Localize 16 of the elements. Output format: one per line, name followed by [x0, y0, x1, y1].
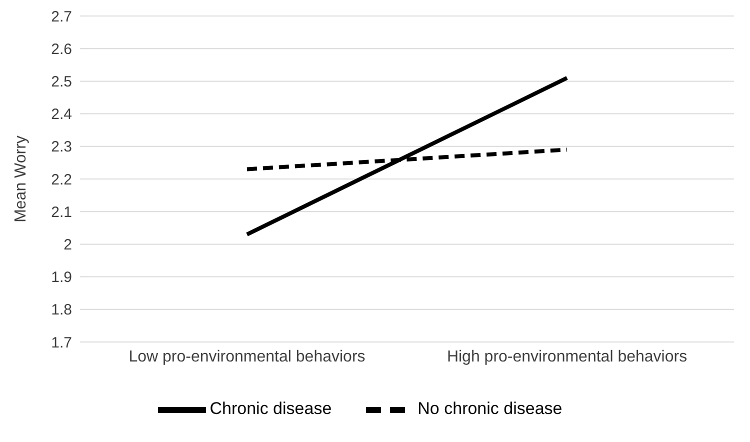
y-tick-label: 2.3	[51, 138, 72, 156]
y-tick-label: 2.2	[51, 171, 72, 188]
y-tick-label: 2.1	[51, 204, 72, 221]
y-tick-label: 2.4	[51, 106, 72, 124]
legend-label: No chronic disease	[418, 399, 562, 418]
x-tick-label: High pro-environmental behaviors	[446, 348, 688, 366]
y-axis-title: Mean Worry	[12, 136, 30, 222]
y-tick-label: 2	[64, 236, 72, 254]
y-tick-label: 2.5	[51, 74, 72, 91]
y-tick-label: 2.7	[51, 8, 72, 26]
y-tick-label: 2.6	[51, 40, 72, 58]
legend-label: Chronic disease	[210, 399, 332, 418]
x-tick-label: Low pro-environmental behaviors	[128, 348, 366, 366]
y-tick-label: 1.7	[51, 334, 72, 352]
y-tick-label: 1.9	[51, 269, 72, 286]
y-tick-label: 1.8	[51, 302, 72, 319]
